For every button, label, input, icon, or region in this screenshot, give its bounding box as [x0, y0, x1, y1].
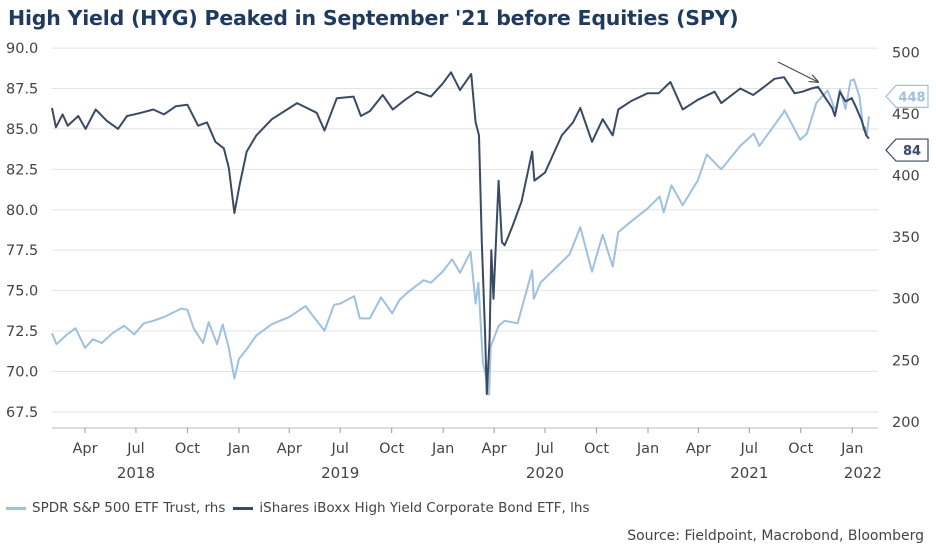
- x-tick-label: Jan: [431, 441, 454, 457]
- end-label-box: [885, 138, 929, 162]
- legend-item-hyg: iShares iBoxx High Yield Corporate Bond …: [233, 500, 589, 516]
- y-left-tick-label: 87.5: [6, 82, 38, 98]
- legend: SPDR S&P 500 ETF Trust, rhs iShares iBox…: [6, 500, 597, 516]
- end-label-text: 448: [898, 90, 925, 105]
- y-right-tick-label: 400: [892, 168, 920, 184]
- y-axis-left: 90.0 87.5 85.0 82.5 80.0 77.5 75.0 72.5 70.0 67.5: [6, 41, 38, 421]
- x-tick-label: Apr: [72, 441, 97, 457]
- x-tick-label: Jul: [535, 441, 554, 457]
- x-year-label: 2020: [526, 464, 564, 482]
- legend-swatch-hyg: [233, 506, 254, 510]
- y-left-tick-label: 77.5: [6, 243, 38, 259]
- x-tick-label: Apr: [686, 441, 711, 457]
- x-tick-label: Apr: [277, 441, 302, 457]
- x-tick-label: Oct: [584, 441, 609, 457]
- series-line-hyg: [51, 71, 870, 396]
- x-tick-label: Oct: [788, 441, 813, 457]
- gridlines: [52, 47, 878, 429]
- y-axis-right: 500 450 400 350 300 250 200: [892, 45, 920, 431]
- x-tick-label: Oct: [175, 441, 200, 457]
- legend-swatch-spy: [6, 506, 26, 510]
- end-label-hyg: 84: [885, 138, 929, 162]
- y-left-tick-label: 72.5: [6, 324, 38, 340]
- y-left-tick-label: 75.0: [6, 284, 38, 300]
- x-tick-label: Apr: [482, 441, 507, 457]
- x-year-label: 2018: [117, 464, 155, 482]
- y-right-tick-label: 350: [892, 230, 920, 246]
- x-tick-label: Oct: [379, 441, 404, 457]
- annotation-arrow: [777, 61, 818, 82]
- end-labels: 448 84: [885, 84, 929, 162]
- series-line-spy: [51, 78, 870, 396]
- x-tick-label: Jan: [227, 441, 250, 457]
- y-left-tick-label: 90.0: [6, 41, 38, 57]
- y-left-tick-label: 70.0: [6, 364, 38, 380]
- end-label-text: 84: [903, 144, 921, 159]
- end-label-spy: 448: [885, 84, 929, 108]
- y-left-tick-label: 82.5: [6, 162, 38, 178]
- y-right-tick-label: 500: [892, 45, 920, 61]
- y-left-tick-label: 85.0: [6, 122, 38, 138]
- y-right-tick-label: 300: [892, 292, 920, 308]
- line-chart: 90.0 87.5 85.0 82.5 80.0 77.5 75.0 72.5 70.0 67.5…: [6, 41, 929, 482]
- y-right-tick-label: 200: [892, 415, 920, 431]
- x-axis: Apr Jul Oct Jan Apr Jul Oct Jan Apr Jul Oct Jan Apr J…: [72, 428, 882, 482]
- legend-label-spy: SPDR S&P 500 ETF Trust, rhs: [32, 500, 226, 516]
- x-year-label: 2021: [730, 464, 768, 482]
- legend-label-hyg: iShares iBoxx High Yield Corporate Bond …: [259, 500, 590, 516]
- series-lines: [51, 71, 870, 396]
- x-tick-label: Jan: [636, 441, 659, 457]
- x-tick-label: Jul: [740, 441, 759, 457]
- y-right-tick-label: 250: [892, 353, 920, 369]
- x-tick-label: Jan: [840, 441, 863, 457]
- source-note: Source: Fieldpoint, Macrobond, Bloomberg: [627, 528, 924, 544]
- y-right-tick-label: 450: [892, 107, 920, 123]
- x-tick-label: Jul: [126, 441, 145, 457]
- y-left-tick-label: 67.5: [6, 405, 38, 421]
- x-year-label: 2022: [844, 464, 882, 482]
- end-label-box: [885, 84, 929, 108]
- x-year-label: 2019: [321, 464, 359, 482]
- chart-title: High Yield (HYG) Peaked in September '21…: [8, 6, 739, 30]
- legend-item-spy: SPDR S&P 500 ETF Trust, rhs: [6, 500, 225, 516]
- x-tick-label: Jul: [330, 441, 349, 457]
- y-left-tick-label: 80.0: [6, 203, 38, 219]
